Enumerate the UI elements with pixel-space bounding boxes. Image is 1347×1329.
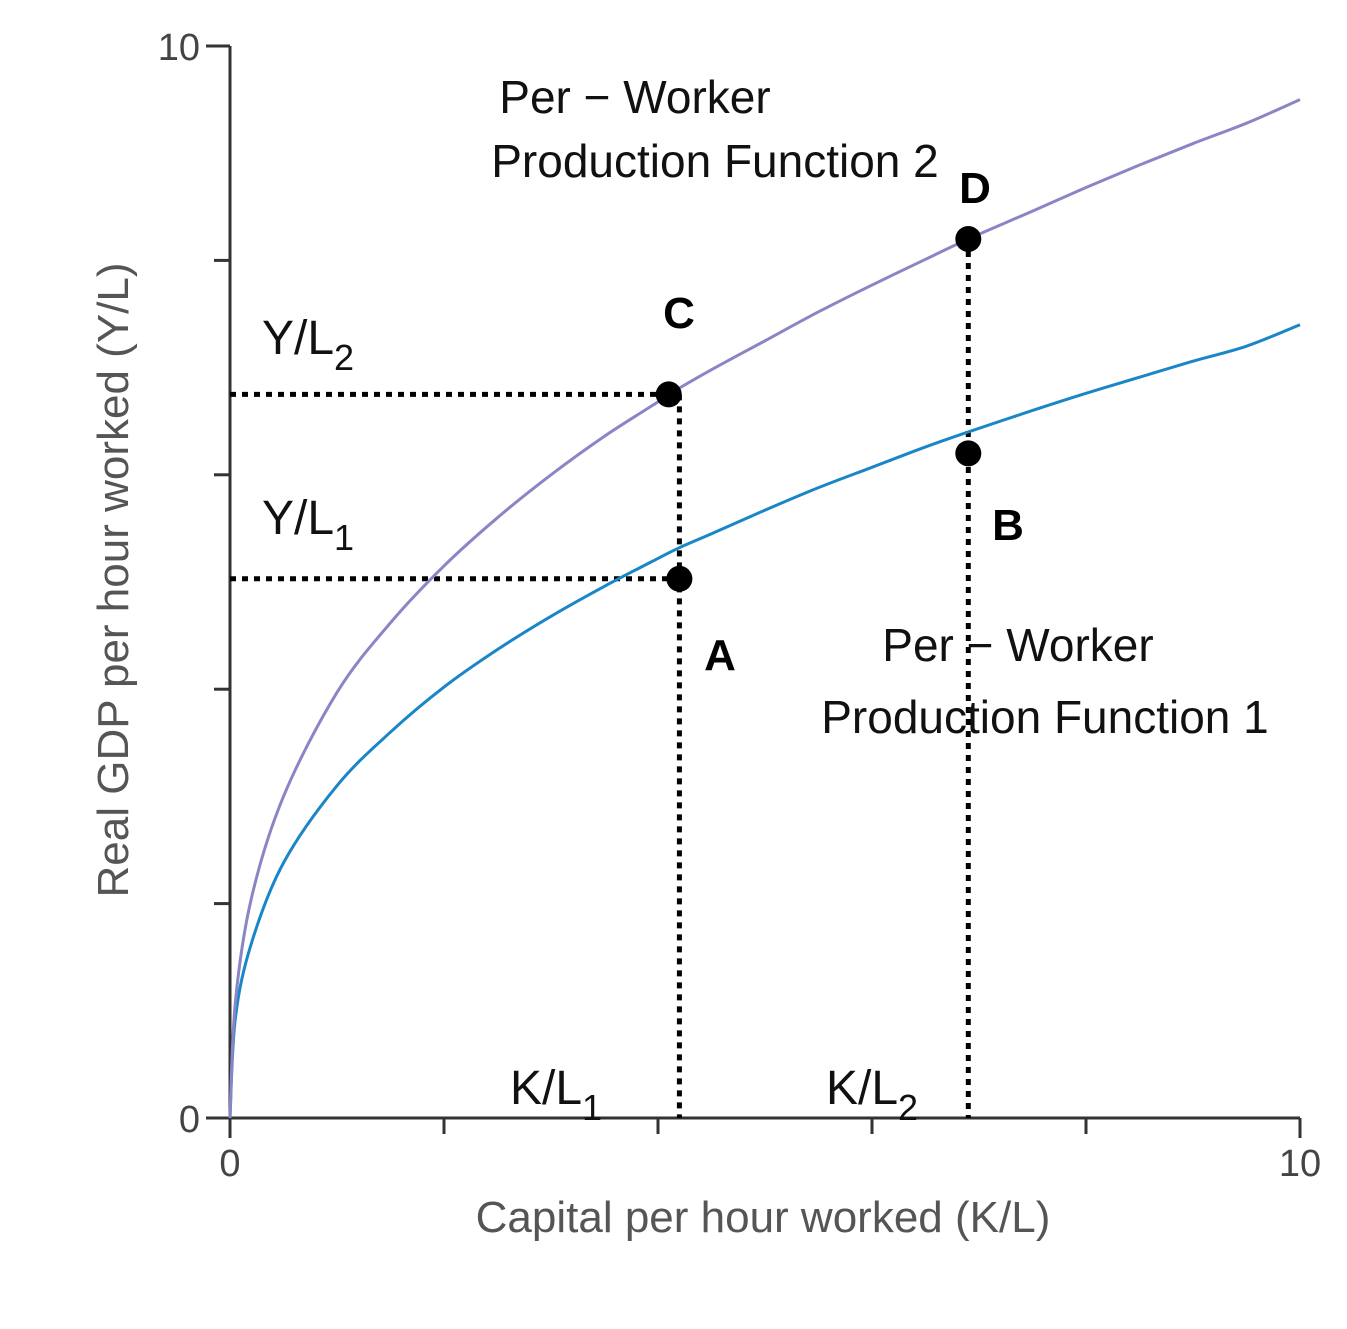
y-level-label-y-l1: Y/L1 — [262, 492, 354, 558]
pf1-label-line2: Production Function 1 — [821, 691, 1269, 743]
x-level-label-k-l2: K/L2 — [826, 1062, 918, 1128]
pf2-label-line2: Production Function 2 — [491, 135, 939, 187]
y-level-label-y-l2-main: Y/L — [262, 312, 334, 365]
point-label-c: C — [663, 289, 695, 338]
curve-pf2 — [228, 98, 1301, 1119]
point-c — [655, 381, 682, 408]
x-tick-label-10: 10 — [1279, 1143, 1321, 1185]
pf1-label-line1: Per − Worker — [882, 619, 1153, 671]
point-b — [955, 440, 982, 467]
point-d — [955, 225, 982, 252]
y-level-label-y-l1-main: Y/L — [262, 492, 334, 545]
y-level-label-y-l2: Y/L2 — [262, 312, 354, 378]
points — [655, 225, 982, 592]
x-level-label-k-l2-sub: 2 — [898, 1087, 918, 1128]
x-level-label-k-l1-sub: 1 — [582, 1087, 602, 1128]
minor-ticks — [214, 258, 1088, 1134]
x-level-label-k-l1: K/L1 — [510, 1062, 602, 1128]
y-level-label-y-l2-sub: 2 — [334, 337, 354, 378]
x-level-label-k-l2-main: K/L — [826, 1062, 898, 1115]
point-label-b: B — [992, 501, 1024, 550]
reference-guides — [230, 238, 971, 1118]
y-tick-label-10: 10 — [158, 27, 200, 69]
curves — [228, 98, 1301, 1119]
point-label-a: A — [704, 631, 736, 680]
x-level-label-k-l1-main: K/L — [510, 1062, 582, 1115]
y-axis-title: Real GDP per hour worked (Y/L) — [89, 262, 138, 897]
curve-pf1 — [228, 323, 1301, 1119]
x-axis-title: Capital per hour worked (K/L) — [476, 1193, 1051, 1242]
pf2-label-line1: Per − Worker — [499, 71, 770, 123]
point-a — [666, 565, 693, 592]
point-label-d: D — [959, 164, 991, 213]
y-level-label-y-l1-sub: 1 — [334, 517, 354, 558]
x-tick-label-0: 0 — [219, 1143, 240, 1185]
axes — [206, 44, 1302, 1138]
y-tick-label-0: 0 — [179, 1099, 200, 1141]
